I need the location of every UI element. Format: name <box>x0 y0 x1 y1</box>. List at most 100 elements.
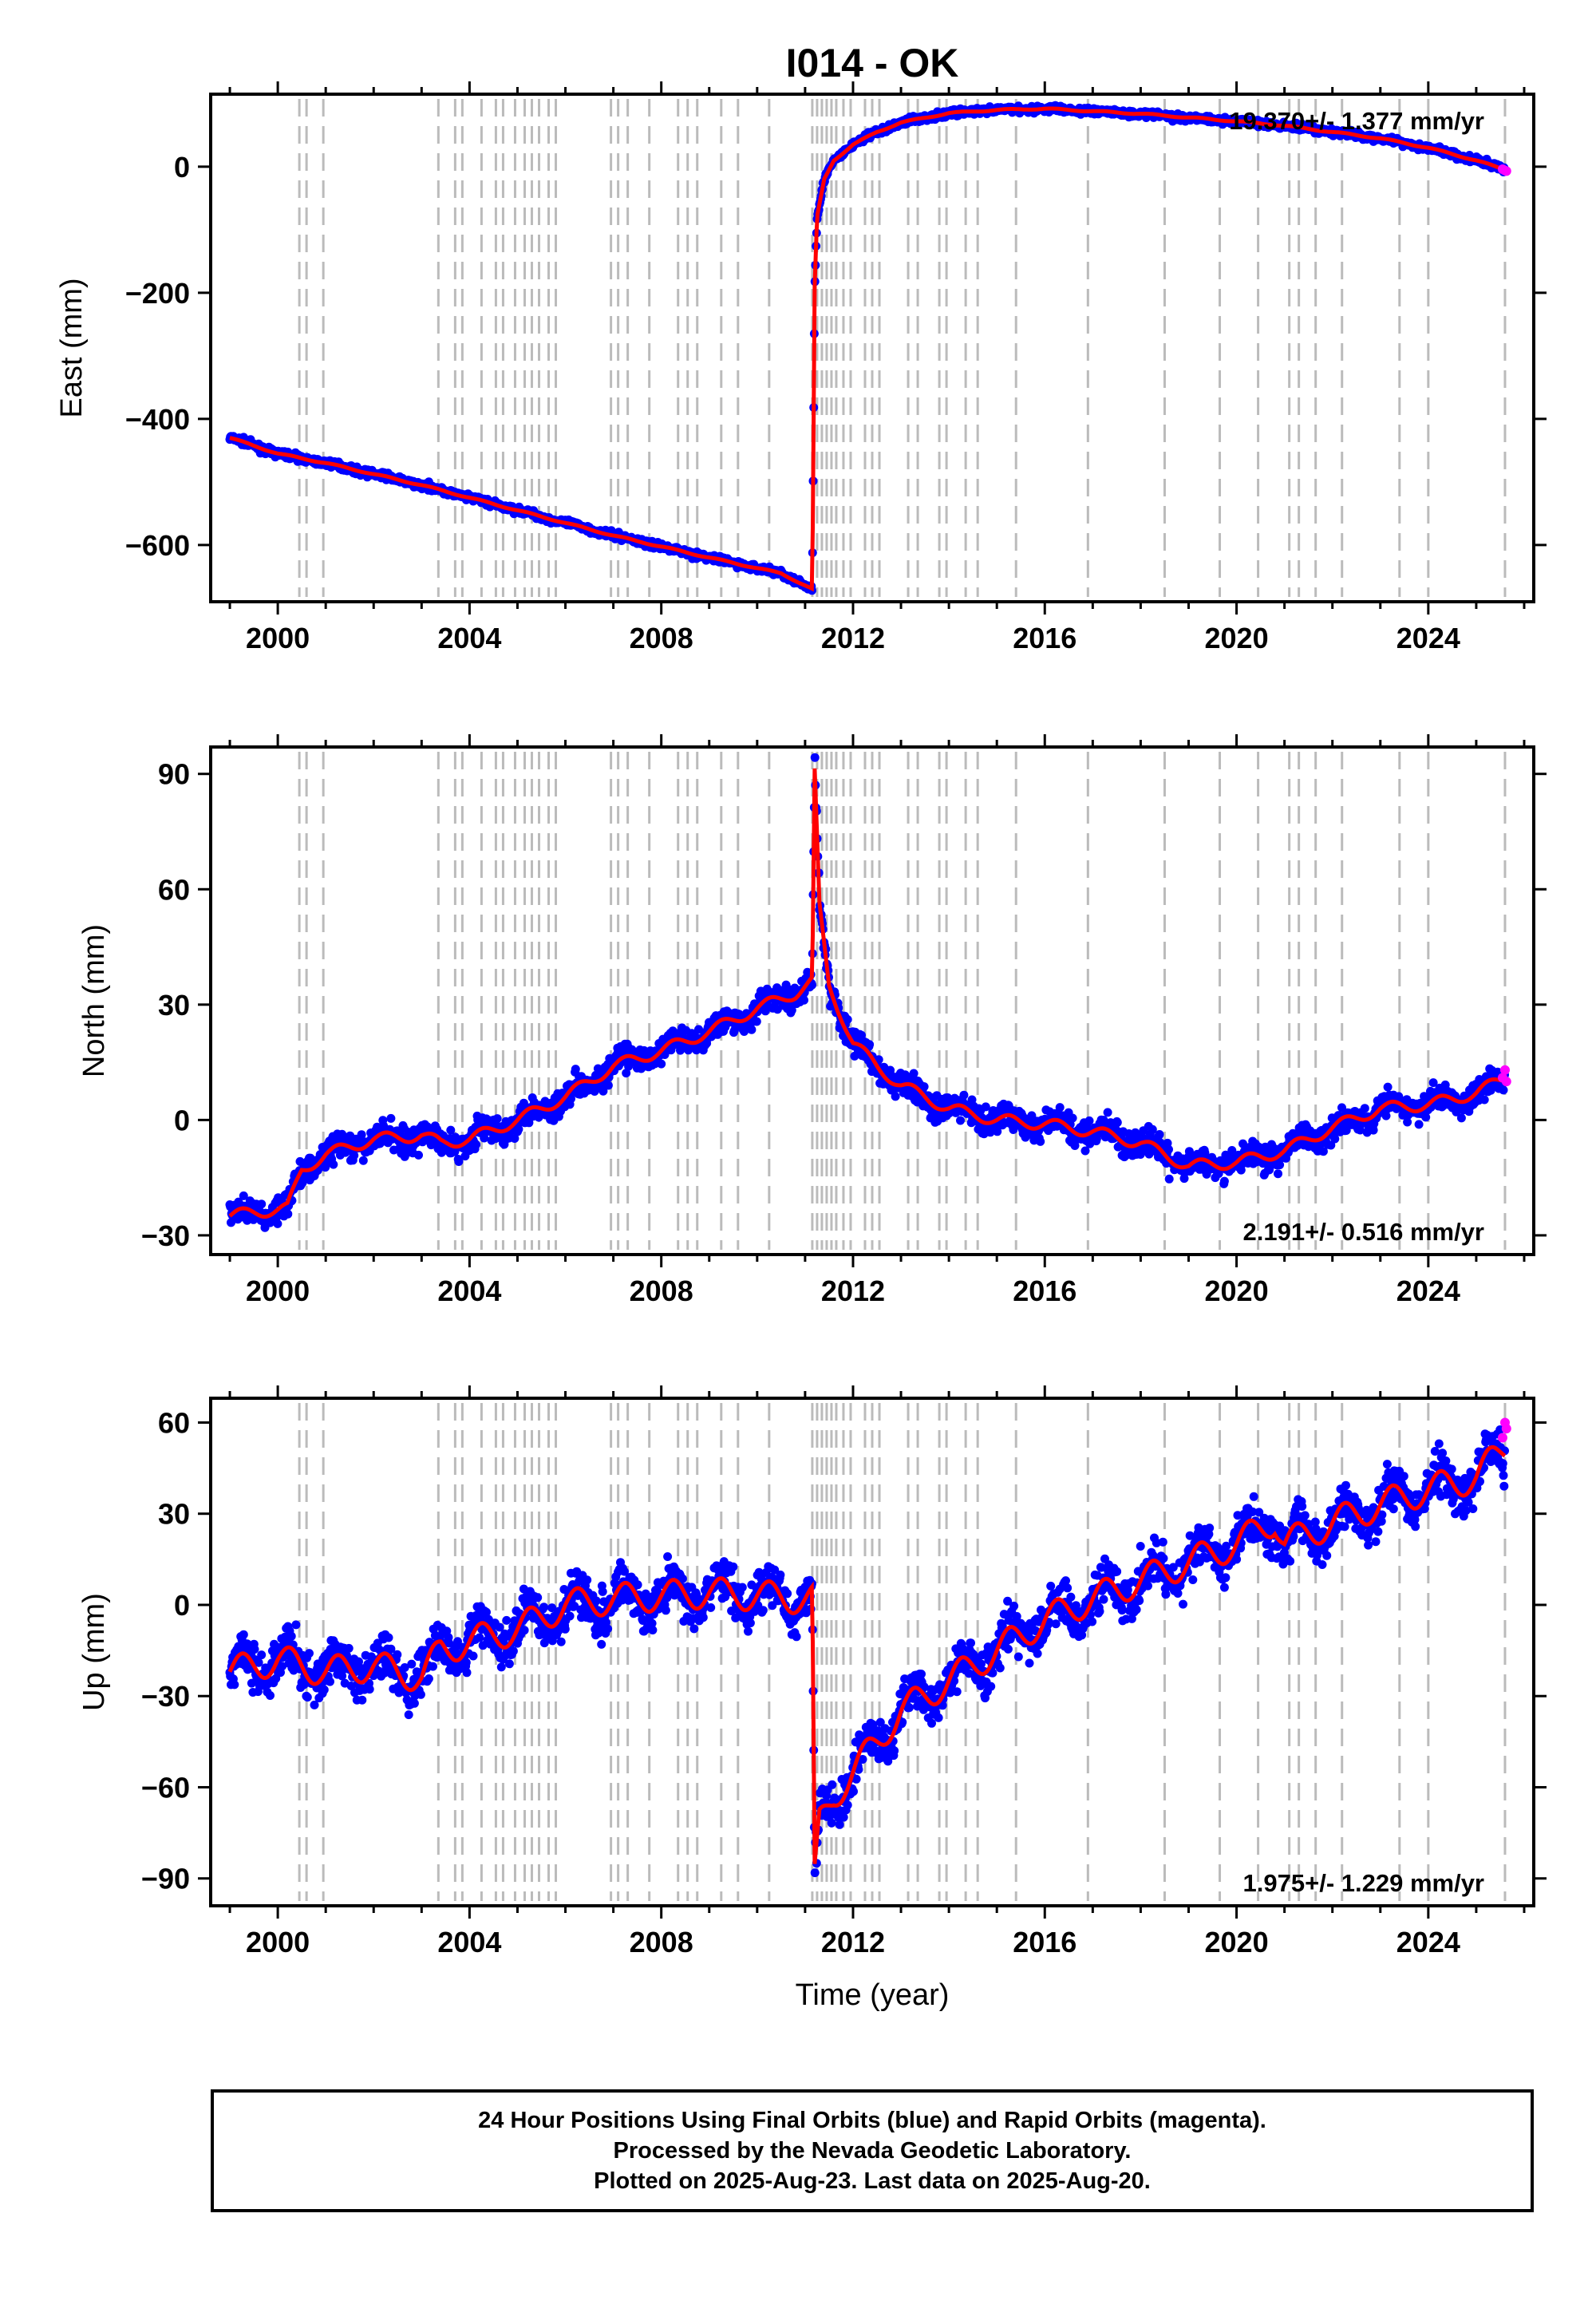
north-x-tick-label: 2004 <box>437 1275 501 1307</box>
north-point <box>446 1125 456 1135</box>
north-point <box>1055 1103 1065 1113</box>
up-point <box>257 1650 267 1660</box>
up-point <box>407 1659 417 1669</box>
up-point <box>230 1680 239 1690</box>
east-panel: 2000 2004 2008 2012 2016 2020 2024 −600 −400 −200… <box>55 81 1547 654</box>
north-x-tick-label: 2000 <box>246 1275 310 1307</box>
north-point <box>843 1015 852 1024</box>
north-y-tick-label: −30 <box>141 1219 190 1252</box>
gps-time-series-chart: I014 - OK 2000 2004 2008 2012 2016 2020 2024 −6… <box>55 41 1547 2012</box>
up-point <box>239 1630 248 1639</box>
north-point <box>350 1151 359 1160</box>
north-y-tick-label: 30 <box>158 989 190 1022</box>
north-point <box>956 1116 965 1125</box>
east-y-tick-label: −600 <box>125 529 190 562</box>
up-point <box>319 1685 329 1694</box>
chart-title: I014 - OK <box>786 41 959 85</box>
east-y-tick-label: −200 <box>125 277 190 310</box>
north-point <box>747 1025 757 1034</box>
north-point <box>239 1191 248 1200</box>
east-model-line <box>229 106 1506 592</box>
north-point <box>1155 1130 1164 1139</box>
north-point <box>329 1160 338 1169</box>
north-point <box>472 1140 481 1149</box>
north-rapid-point <box>1501 1077 1511 1087</box>
north-point <box>227 1218 235 1227</box>
east-rate-label: 19.370+/- 1.377 mm/yr <box>1229 107 1484 135</box>
up-point <box>302 1693 312 1702</box>
up-panel: 2000 2004 2008 2012 2016 2020 2024−90−60−30030… <box>77 1385 1547 1958</box>
north-point <box>657 1059 666 1069</box>
east-rapid-point <box>1501 166 1511 176</box>
north-point <box>414 1150 423 1160</box>
up-point <box>326 1677 334 1686</box>
north-y-tick-label: 90 <box>158 758 190 791</box>
north-point <box>1164 1144 1173 1154</box>
north-point <box>571 1065 580 1074</box>
north-point <box>1360 1104 1369 1113</box>
north-x-tick-label: 2020 <box>1205 1275 1269 1307</box>
north-point <box>524 1118 534 1128</box>
up-point <box>393 1650 402 1659</box>
north-point <box>1084 1116 1094 1125</box>
east-x-tick-label: 2000 <box>246 622 310 654</box>
north-point <box>519 1098 528 1108</box>
north-point <box>1036 1136 1045 1146</box>
north-point <box>1479 1095 1489 1105</box>
east-y-tick-label: −400 <box>125 403 190 436</box>
north-point <box>1414 1120 1424 1129</box>
east-x-tick-label: 2020 <box>1205 622 1269 654</box>
north-y-tick-label: 60 <box>158 873 190 906</box>
north-point <box>959 1090 969 1100</box>
east-x-tick-label: 2008 <box>630 622 693 654</box>
north-point <box>273 1219 282 1228</box>
north-point <box>622 1069 631 1078</box>
up-point <box>416 1690 425 1699</box>
north-point <box>358 1156 368 1165</box>
north-point <box>357 1130 366 1140</box>
north-rate-label: 2.191+/- 0.516 mm/yr <box>1243 1218 1484 1246</box>
north-point <box>1421 1113 1431 1122</box>
north-point <box>454 1157 464 1166</box>
north-point <box>1068 1113 1077 1123</box>
east-x-tick-label: 2016 <box>1013 622 1077 654</box>
north-point <box>492 1114 502 1124</box>
east-x-tick-label: 2012 <box>821 622 885 654</box>
east-plot-frame <box>209 93 1535 603</box>
north-point <box>891 1092 900 1101</box>
north-point <box>1330 1134 1340 1144</box>
north-x-tick-label: 2012 <box>821 1275 885 1307</box>
up-point <box>424 1674 433 1683</box>
north-point <box>283 1209 293 1219</box>
north-point <box>800 995 808 1005</box>
up-point <box>286 1631 296 1641</box>
up-point <box>409 1698 419 1708</box>
north-point <box>257 1199 267 1209</box>
up-point <box>291 1620 301 1630</box>
north-rapid-point <box>1499 1065 1510 1075</box>
north-x-tick-label: 2016 <box>1013 1275 1077 1307</box>
north-y-axis-label: North (mm) <box>77 924 111 1077</box>
east-y-tick-label: 0 <box>174 151 190 184</box>
north-point <box>514 1124 523 1134</box>
up-point <box>384 1633 393 1642</box>
north-point <box>598 1086 608 1096</box>
north-point <box>650 1059 660 1069</box>
up-point <box>344 1643 354 1653</box>
north-point <box>1219 1176 1229 1186</box>
north-point <box>1383 1082 1393 1092</box>
north-y-tick-label: 0 <box>174 1104 190 1136</box>
north-x-tick-label: 2008 <box>630 1275 693 1307</box>
east-y-axis-label: East (mm) <box>55 278 89 417</box>
north-point <box>603 1081 613 1090</box>
east-x-tick-label: 2024 <box>1396 622 1460 654</box>
up-point <box>429 1662 437 1671</box>
north-x-tick-label: 2024 <box>1396 1275 1460 1307</box>
up-point <box>250 1645 259 1654</box>
north-point <box>1274 1169 1282 1179</box>
east-x-tick-label: 2004 <box>437 622 501 654</box>
north-panel: 2000 2004 2008 2012 2016 2020 2024 −30 0 30 60 90 No… <box>77 734 1547 1307</box>
up-point <box>404 1710 413 1720</box>
up-point <box>358 1695 367 1705</box>
north-point <box>810 753 820 762</box>
